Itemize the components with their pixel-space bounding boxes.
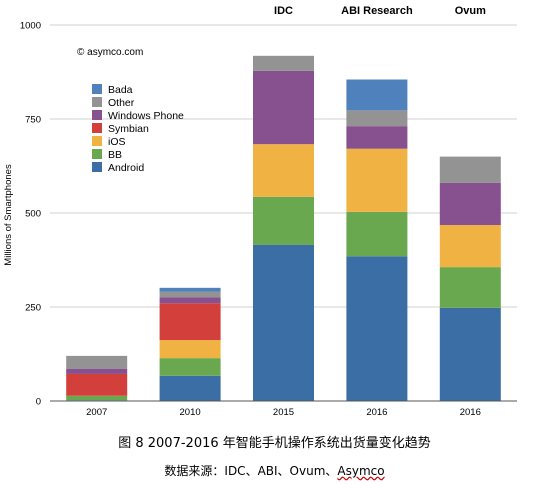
y-tick-label: 500 xyxy=(25,209,41,220)
y-axis-ticks: 0 250 500 750 1000 xyxy=(20,21,41,408)
bar-segment-windows-phone xyxy=(66,368,128,374)
group-label: Ovum xyxy=(455,5,486,17)
bar-segment-other xyxy=(66,355,128,369)
bar-segment-windows-phone xyxy=(253,70,314,145)
bar-segment-windows-phone xyxy=(439,182,501,226)
legend-label: Symbian xyxy=(108,123,149,135)
bar-segment-android xyxy=(253,244,314,401)
bar-segment-ios xyxy=(253,144,314,197)
bar-segment-bada xyxy=(159,287,221,292)
legend-swatch xyxy=(92,84,102,94)
data-source-prefix: 数据来源：IDC、ABI、Ovum、 xyxy=(164,464,338,478)
group-label: ABI Research xyxy=(341,5,413,17)
bars xyxy=(66,55,501,401)
x-tick-label: 2016 xyxy=(366,407,387,418)
legend-label: Other xyxy=(108,97,135,109)
bar-segment-windows-phone xyxy=(346,126,408,149)
y-tick-label: 1000 xyxy=(20,21,41,32)
group-label: IDC xyxy=(274,5,293,17)
bar-segment-bb xyxy=(66,395,128,401)
x-tick-label: 2010 xyxy=(180,407,201,418)
legend-swatch xyxy=(92,123,102,133)
bar-segment-android xyxy=(159,375,221,401)
legend-swatch xyxy=(92,136,102,146)
legend-label: Android xyxy=(108,162,144,174)
y-tick-label: 0 xyxy=(36,397,41,408)
legend-swatch xyxy=(92,162,102,172)
legend-label: iOS xyxy=(108,136,126,148)
x-tick-label: 2007 xyxy=(86,407,107,418)
figure-caption: 图 8 2007-2016 年智能手机操作系统出货量变化趋势 xyxy=(118,436,431,451)
x-tick-label: 2016 xyxy=(460,407,481,418)
bar-segment-other xyxy=(159,291,221,298)
bar-segment-ios xyxy=(159,340,221,359)
bar-segment-other xyxy=(439,156,501,183)
legend-label: Bada xyxy=(108,84,133,96)
x-axis-ticks: 2007 2010 2015 2016 2016 xyxy=(86,407,481,418)
legend-label: BB xyxy=(108,149,122,161)
stacked-bar-chart: 0 250 500 750 1000 2007 2010 2015 2016 2016 IDC A… xyxy=(3,5,517,418)
x-tick-label: 2015 xyxy=(273,407,294,418)
y-tick-label: 250 xyxy=(25,303,41,314)
bar-segment-bada xyxy=(346,79,408,111)
bar-segment-symbian xyxy=(66,373,128,396)
bar-segment-ios xyxy=(439,225,501,268)
bar-segment-symbian xyxy=(159,303,221,341)
bar-segment-android xyxy=(346,256,408,401)
y-tick-label: 750 xyxy=(25,115,41,126)
watermark: © asymco.com xyxy=(77,47,143,58)
legend-label: Windows Phone xyxy=(108,110,184,122)
legend-swatch xyxy=(92,149,102,159)
bar-segment-other xyxy=(253,55,314,71)
bar-segment-bb xyxy=(159,358,221,376)
bar-segment-bb xyxy=(346,211,408,257)
y-axis-label: Millions of Smartphones xyxy=(3,164,14,266)
bar-segment-other xyxy=(346,110,408,127)
group-labels: IDC ABI Research Ovum xyxy=(274,5,486,17)
bar-segment-ios xyxy=(346,148,408,212)
data-source: 数据来源：IDC、ABI、Ovum、Asymco xyxy=(0,462,549,479)
bar-segment-windows-phone xyxy=(159,297,221,304)
legend-swatch xyxy=(92,97,102,107)
bar-segment-android xyxy=(439,307,501,401)
bar-segment-bb xyxy=(253,196,314,245)
data-source-underlined: Asymco xyxy=(337,464,385,478)
bar-segment-bb xyxy=(439,267,501,308)
legend-swatch xyxy=(92,110,102,120)
